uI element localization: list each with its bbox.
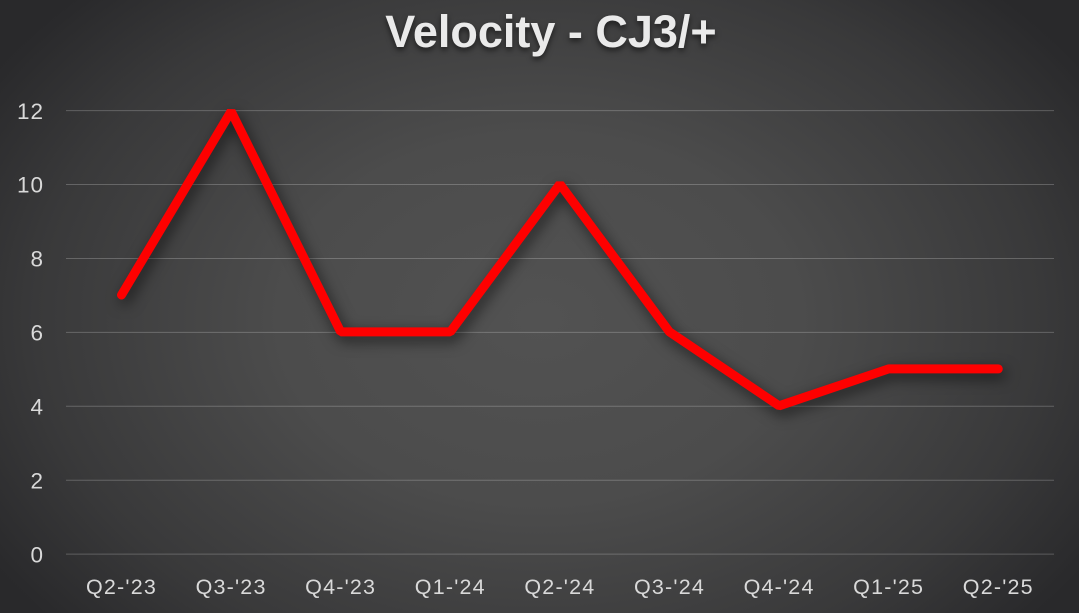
svg-text:Q3-'23: Q3-'23 — [196, 575, 267, 599]
svg-text:2: 2 — [30, 468, 44, 493]
svg-text:Q1-'25: Q1-'25 — [853, 575, 924, 599]
svg-text:4: 4 — [30, 395, 44, 420]
svg-text:Q1-'24: Q1-'24 — [415, 575, 486, 599]
svg-text:6: 6 — [30, 321, 44, 346]
svg-text:0: 0 — [30, 542, 44, 567]
svg-text:8: 8 — [30, 247, 44, 272]
svg-text:Q2-'23: Q2-'23 — [86, 575, 157, 599]
svg-text:Q3-'24: Q3-'24 — [634, 575, 705, 599]
svg-text:Velocity - CJ3/+: Velocity - CJ3/+ — [385, 6, 716, 57]
svg-text:Q2-'25: Q2-'25 — [963, 575, 1034, 599]
svg-text:Q2-'24: Q2-'24 — [524, 575, 595, 599]
svg-text:Q4-'24: Q4-'24 — [744, 575, 815, 599]
svg-text:10: 10 — [17, 173, 44, 198]
svg-text:Q4-'23: Q4-'23 — [305, 575, 376, 599]
svg-text:12: 12 — [17, 99, 44, 124]
